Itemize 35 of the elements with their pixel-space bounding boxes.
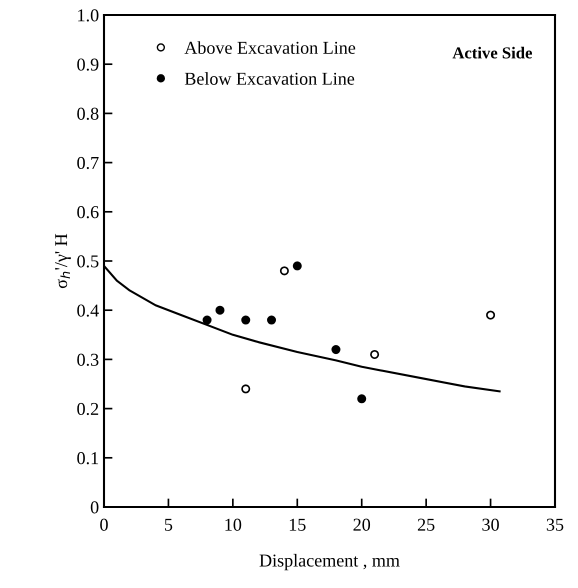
annotation: Active Side (452, 46, 532, 59)
y-axis-title: σ$_{h}$'/γ' H (55, 234, 71, 288)
y-tick-label: 0.5 (77, 255, 98, 268)
x-tick-label: 5 (164, 518, 172, 531)
x-axis-title: Displacement , mm (260, 554, 400, 570)
y-tick-label: 0.3 (77, 354, 98, 366)
y-tick-label: 0.6 (77, 206, 99, 218)
x-tick-label: 0 (100, 518, 108, 531)
x-tick-label: 15 (290, 518, 306, 531)
point (241, 384, 250, 394)
point (280, 266, 289, 276)
y-tick-label: 0.9 (77, 58, 98, 71)
x-tick-label: 25 (418, 518, 434, 531)
point (215, 306, 224, 315)
y-tick-label: 0.4 (77, 304, 99, 317)
y-tick-label: 0 (90, 501, 98, 514)
point (241, 316, 250, 325)
x-tick-label: 30 (482, 518, 499, 531)
point (370, 350, 380, 359)
legend-label: Below Excavation Line (184, 72, 354, 85)
point (486, 310, 496, 320)
x-tick-label: 10 (225, 518, 242, 531)
legend-label: Above Excavation Line (184, 41, 356, 54)
point (267, 316, 276, 325)
point (202, 316, 212, 325)
y-tick-label: 0.2 (77, 402, 98, 416)
point (292, 261, 302, 270)
y-tick-label: 0.1 (77, 452, 98, 464)
y-tick-label: 1.0 (78, 9, 98, 22)
y-tick-label: 0.7 (77, 156, 99, 170)
y-tick-label: 0.8 (77, 108, 98, 120)
x-tick-label: 20 (353, 518, 370, 531)
point (357, 394, 366, 404)
point (331, 345, 340, 354)
x-tick-label: 35 (546, 518, 564, 531)
